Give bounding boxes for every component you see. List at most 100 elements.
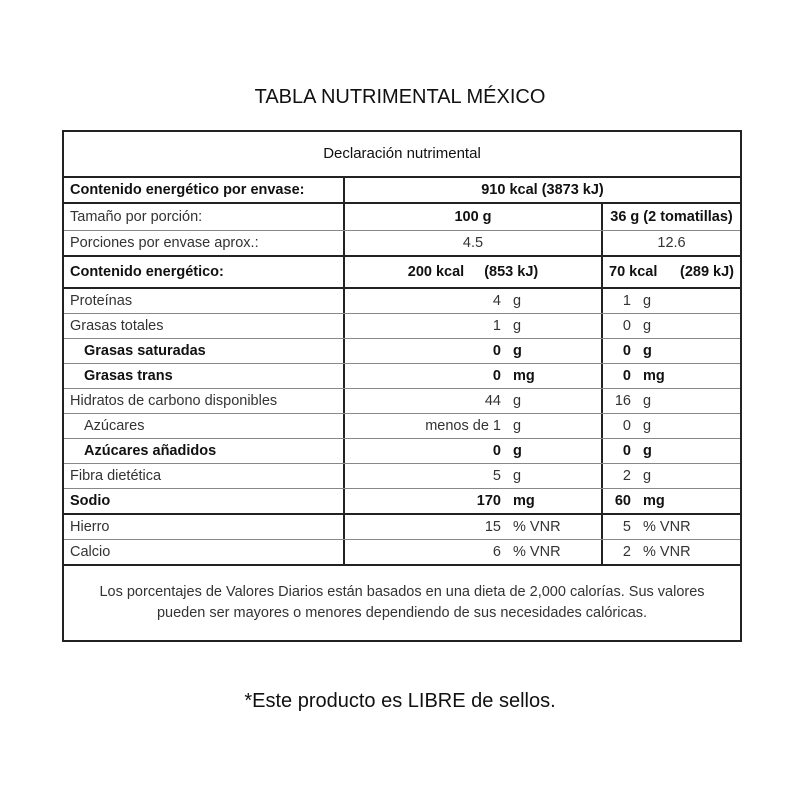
col2-amount: 5 % VNR: [601, 515, 740, 539]
unit: g: [513, 418, 522, 434]
amount: 0: [622, 343, 631, 359]
page-title: TABLA NUTRIMENTAL MÉXICO: [254, 86, 546, 108]
col1-amount: 15 % VNR: [343, 515, 601, 539]
nutrient-label: Calcio: [70, 544, 111, 560]
unit: g: [643, 318, 652, 334]
col2-amount: 16 g: [601, 389, 740, 413]
col1-amount: menos de 1 g: [343, 414, 601, 438]
nutrient-label: Hierro: [70, 519, 110, 535]
amount: 0: [492, 343, 501, 359]
energy-per-pack-row: Contenido energético por envase: 910 kca…: [64, 178, 740, 204]
unit: g: [643, 293, 652, 309]
col2-value: 36 g (2 tomatillas): [601, 204, 740, 230]
col1-value: 4.5: [343, 231, 601, 255]
energy-row: Contenido energético: 200 kcal (853 kJ) 7…: [64, 257, 740, 289]
unit: mg: [643, 368, 665, 384]
amount: 5: [492, 468, 501, 484]
nutrient-row: Calcio 6 % VNR 2 % VNR: [64, 540, 740, 564]
seal-free-notice: *Este producto es LIBRE de sellos.: [244, 690, 556, 712]
nutrient-label: Grasas totales: [70, 318, 164, 334]
unit: % VNR: [513, 519, 561, 535]
nutrient-label: Azúcares añadidos: [84, 443, 217, 459]
amount: 1: [492, 318, 501, 334]
kj: (289 kJ): [679, 264, 734, 280]
unit: g: [643, 468, 652, 484]
serving-size-row: Tamaño por porción: 100 g 36 g (2 tomati…: [64, 204, 740, 231]
unit: g: [513, 443, 522, 459]
nutrient-label: Grasas saturadas: [84, 343, 206, 359]
amount: 0: [622, 443, 631, 459]
amount: 1: [622, 293, 631, 309]
unit: g: [513, 318, 522, 334]
amount: 0: [492, 443, 501, 459]
nutrient-label: Azúcares: [84, 418, 145, 434]
unit: % VNR: [513, 544, 561, 560]
col1-amount: 6 % VNR: [343, 540, 601, 564]
col2-amount: 60 mg: [601, 489, 740, 513]
row-label: Contenido energético:: [70, 264, 224, 280]
nutrient-row: Hidratos de carbono disponibles 44 g 16 g: [64, 389, 740, 414]
unit: % VNR: [643, 544, 691, 560]
amount: 16: [614, 393, 631, 409]
amount: 2: [622, 544, 631, 560]
row-label: Porciones por envase aprox.:: [70, 235, 259, 251]
row-label: Contenido energético por envase:: [70, 182, 305, 198]
nutrient-label: Proteínas: [70, 293, 133, 309]
col2-amount: 0 mg: [601, 364, 740, 388]
col1-value: 200 kcal (853 kJ): [343, 257, 601, 287]
amount: 4: [492, 293, 501, 309]
kcal: 70 kcal: [609, 264, 658, 280]
amount: 5: [622, 519, 631, 535]
nutrient-row: Hierro 15 % VNR 5 % VNR: [64, 515, 740, 540]
nutrient-row: Grasas trans 0 mg 0 mg: [64, 364, 740, 389]
amount: 170: [476, 493, 501, 509]
col2-value: 70 kcal (289 kJ): [601, 257, 740, 287]
amount: 60: [614, 493, 631, 509]
col2-amount: 2 % VNR: [601, 540, 740, 564]
unit: g: [513, 393, 522, 409]
unit: g: [643, 443, 652, 459]
unit: g: [513, 468, 522, 484]
col1-value: 100 g: [343, 204, 601, 230]
col1-amount: 44 g: [343, 389, 601, 413]
nutrient-label: Grasas trans: [84, 368, 173, 384]
unit: g: [643, 343, 652, 359]
nutrient-label: Fibra dietética: [70, 468, 162, 484]
nutrient-row: Sodio 170 mg 60 mg: [64, 489, 740, 515]
unit: g: [513, 293, 522, 309]
unit: g: [643, 393, 652, 409]
unit: mg: [513, 368, 535, 384]
amount: 0: [622, 318, 631, 334]
nutrient-label: Hidratos de carbono disponibles: [70, 393, 278, 409]
unit: mg: [513, 493, 535, 509]
kj: (853 kJ): [484, 264, 539, 280]
amount: menos de 1: [425, 418, 501, 434]
row-value: 910 kcal (3873 kJ): [343, 178, 740, 202]
col1-amount: 170 mg: [343, 489, 601, 513]
amount: 0: [622, 368, 631, 384]
amount: 44: [484, 393, 501, 409]
amount: 0: [492, 368, 501, 384]
col2-value: 12.6: [601, 231, 740, 255]
unit: g: [513, 343, 522, 359]
amount: 6: [492, 544, 501, 560]
row-label: Tamaño por porción:: [70, 209, 203, 225]
unit: g: [643, 418, 652, 434]
col1-amount: 0 mg: [343, 364, 601, 388]
